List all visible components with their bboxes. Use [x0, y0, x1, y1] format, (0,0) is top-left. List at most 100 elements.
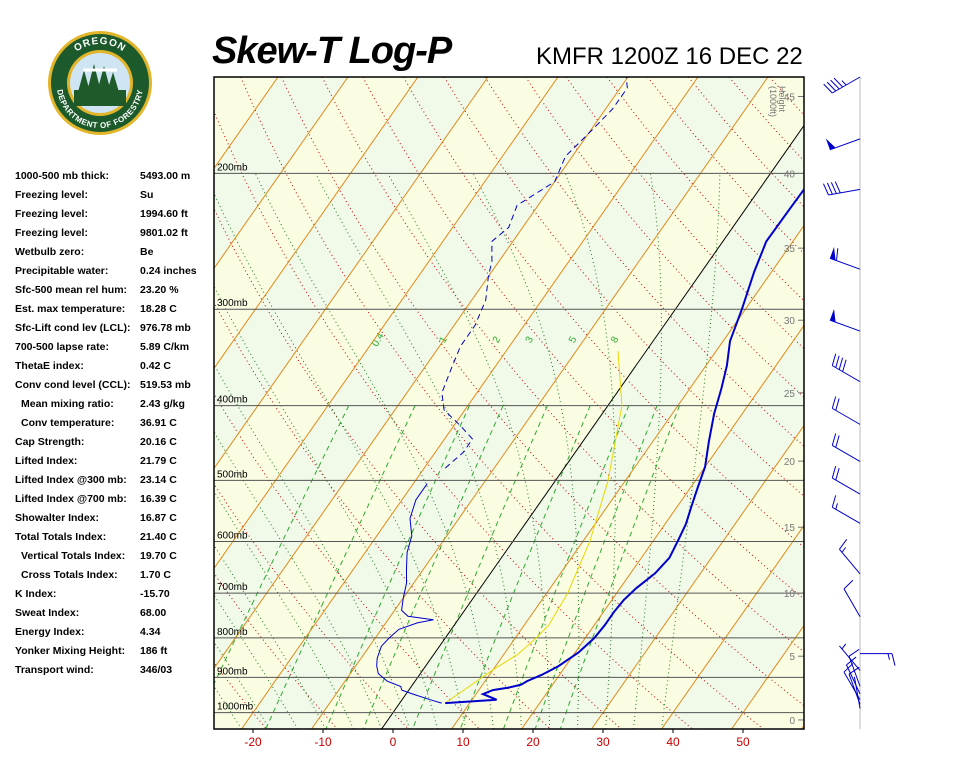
index-value: 2.43 g/kg: [140, 398, 185, 410]
mixing-ratio-line: [502, 405, 630, 729]
index-value: 0.24 inches: [140, 265, 197, 277]
mixing-ratio-label: 2: [491, 334, 504, 345]
index-row: Freezing level: Su: [15, 189, 215, 208]
wind-barb-flag: [843, 663, 854, 673]
moist-adiabat: [254, 173, 495, 729]
index-value: 976.78 mb: [140, 322, 191, 334]
station-time-label: KMFR 1200Z 16 DEC 22: [536, 43, 803, 70]
mixing-ratio-line: [559, 405, 680, 729]
index-row: Lifted Index @300 mb: 23.14 C: [15, 474, 215, 493]
index-label: Transport wind:: [15, 664, 94, 676]
isotherm: [311, 77, 769, 729]
height-tick-label: 35: [784, 244, 796, 255]
isotherm: [0, 77, 68, 729]
index-row: Energy Index: 4.34: [15, 626, 215, 645]
wind-barb-half-flag: [841, 80, 847, 86]
index-row: Cross Totals Index: 1.70 C: [15, 569, 215, 588]
wind-barb-flag: [848, 648, 860, 657]
index-row: Est. max temperature: 18.28 C: [15, 303, 215, 322]
wind-barb-flag: [833, 77, 844, 88]
index-row: ThetaE index: 0.42 C: [15, 360, 215, 379]
chart-title: Skew-T Log-P: [212, 30, 452, 72]
index-value: 36.91 C: [140, 417, 177, 429]
height-tick-label: 25: [784, 389, 796, 400]
index-label: Lifted Index:: [15, 455, 78, 467]
index-label: Cap Strength:: [15, 436, 85, 448]
moist-adiabat: [661, 173, 721, 729]
wind-barb-flag: [835, 435, 840, 448]
zero-isotherm: [381, 124, 804, 729]
index-label: Sfc-500 mean rel hum:: [15, 284, 128, 296]
index-row: Sfc-Lift cond lev (LCL): 976.78 mb: [15, 322, 215, 341]
index-value: 519.53 mb: [140, 379, 191, 391]
parcel-trace: [444, 351, 623, 704]
index-value: 23.14 C: [140, 474, 177, 486]
height-tick-label: 15: [784, 523, 796, 534]
plot-frame: [213, 76, 805, 730]
wind-barb-pennant: [829, 246, 836, 261]
index-label: Showalter Index:: [15, 512, 100, 524]
height-tick-label: 40: [784, 169, 796, 180]
mixing-ratio-label: 3: [524, 334, 537, 345]
plot-area: 0.412358200mb300mb400mb500mb600mb700mb80…: [0, 77, 804, 729]
index-label: Est. max temperature:: [15, 303, 126, 315]
index-label: Freezing level:: [15, 189, 88, 201]
x-tick-label: 10: [456, 735, 470, 749]
height-axis-title: Height(1000ft): [768, 86, 787, 117]
mixing-ratio-line: [362, 405, 504, 729]
wind-barb-staff: [846, 664, 861, 695]
index-row: Cap Strength: 20.16 C: [15, 436, 215, 455]
index-value: 4.34: [140, 626, 161, 638]
index-row: Mean mixing ratio: 2.43 g/kg: [15, 398, 215, 417]
x-tick-label: -20: [244, 735, 262, 749]
index-row: Total Totals Index: 21.40 C: [15, 531, 215, 550]
index-row: Yonker Mixing Height: 186 ft: [15, 645, 215, 664]
index-row: Precipitable water: 0.24 inches: [15, 265, 215, 284]
mixing-ratio-label: 8: [609, 334, 622, 345]
wind-barb-flag: [830, 79, 840, 90]
x-tick-label: 20: [526, 735, 540, 749]
isobar-label: 300mb: [217, 298, 248, 309]
index-value: 21.79 C: [140, 455, 177, 467]
isotherm: [0, 77, 208, 729]
wind-barb-flag: [838, 357, 844, 370]
index-label: Total Totals Index:: [15, 531, 107, 543]
index-value: 1.70 C: [140, 569, 171, 581]
wind-barb-flag: [826, 81, 837, 92]
wind-barb-staff: [843, 588, 861, 617]
isotherm-band: [214, 77, 698, 729]
isotherm: [214, 77, 559, 570]
index-label: Cross Totals Index:: [21, 569, 118, 581]
isotherm: [451, 224, 804, 729]
mixing-ratio-line: [325, 405, 470, 729]
index-label: Freezing level:: [15, 227, 88, 239]
moist-adiabat: [315, 173, 523, 729]
wind-barb-half-flag: [887, 653, 890, 660]
height-axis-title-line: Height: [777, 86, 787, 113]
index-value: 21.40 C: [140, 531, 177, 543]
isobar-label: 900mb: [217, 666, 248, 677]
index-label: Energy Index:: [15, 626, 85, 638]
index-label: Sweat Index:: [15, 607, 80, 619]
index-label: Wetbulb zero:: [15, 246, 85, 258]
index-value: 0.42 C: [140, 360, 171, 372]
wind-barb-flag: [826, 182, 833, 195]
moist-adiabat: [633, 173, 662, 729]
wind-barb-flag: [839, 539, 848, 550]
wind-barb-column: [822, 76, 896, 729]
wind-barb-staff: [829, 138, 861, 151]
wind-barb-staff: [832, 444, 861, 462]
index-label: Lifted Index @300 mb:: [15, 474, 127, 486]
wind-barb-half-flag: [841, 643, 847, 650]
isotherm: [241, 77, 699, 729]
dry-adiabat: [0, 77, 196, 729]
isotherm: [591, 424, 804, 729]
wind-barb-staff: [829, 257, 861, 270]
index-value: 18.28 C: [140, 303, 177, 315]
wind-barb-flag: [831, 433, 837, 446]
x-tick-label: -10: [314, 735, 332, 749]
index-value: 5493.00 m: [140, 170, 191, 182]
index-label: Freezing level:: [15, 208, 88, 220]
wind-barb-staff: [829, 319, 861, 332]
height-axis-title-line: (1000ft): [768, 86, 778, 117]
